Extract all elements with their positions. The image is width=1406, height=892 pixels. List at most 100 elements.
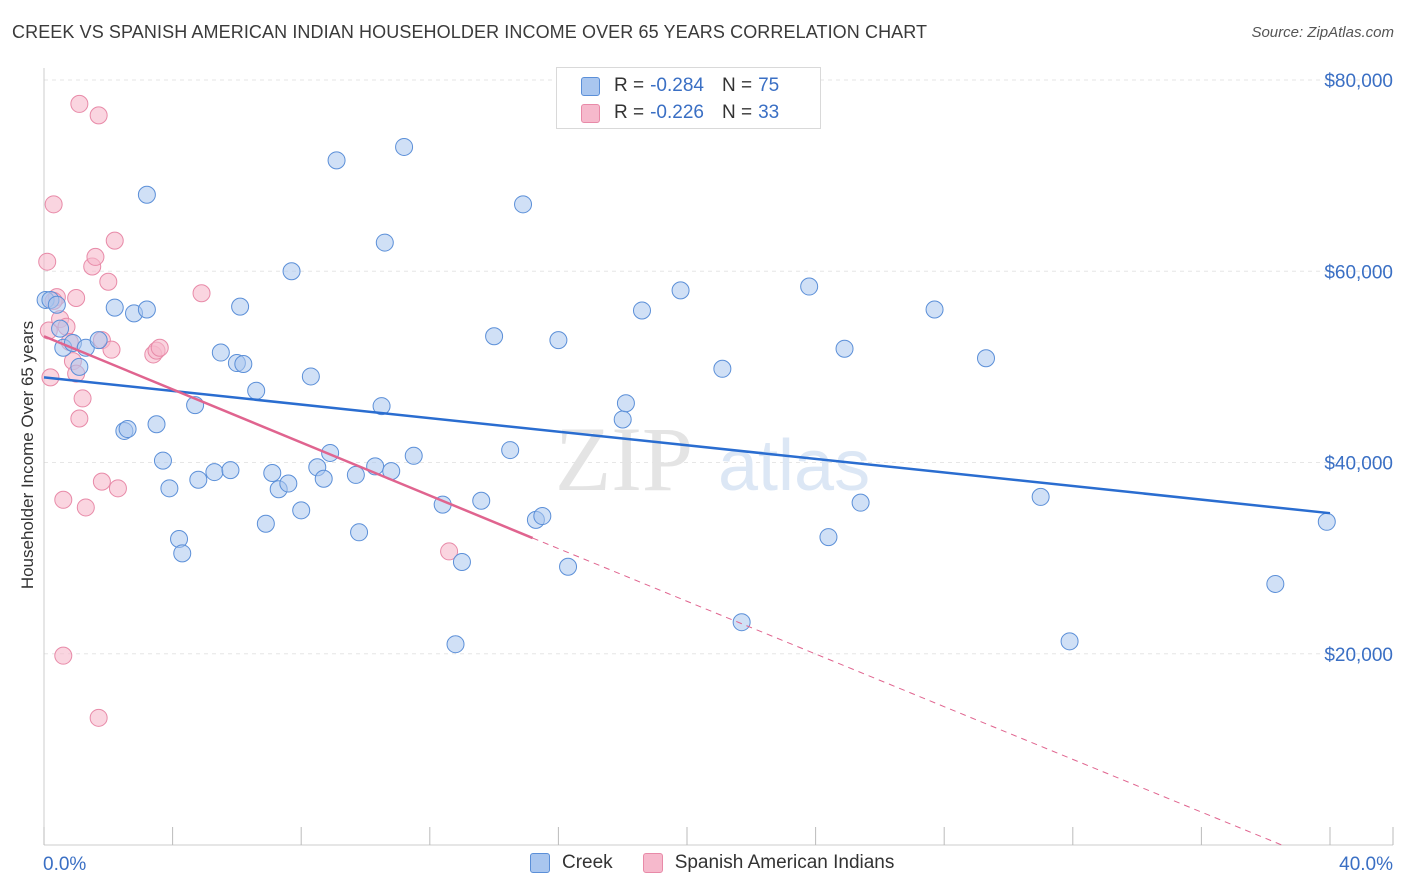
creek-point: [485, 327, 504, 346]
spanish-point: [54, 490, 73, 509]
x-tick-label-min: 0.0%: [43, 854, 86, 875]
creek-point: [452, 552, 471, 571]
creek-point: [160, 479, 179, 498]
spanish-point: [105, 231, 124, 250]
creek-point: [533, 507, 552, 526]
legend-item-spanish[interactable]: Spanish American Indians: [642, 852, 895, 874]
creek-point: [350, 523, 369, 542]
creek-point: [713, 359, 732, 378]
chart-title: CREEK VS SPANISH AMERICAN INDIAN HOUSEHO…: [12, 22, 928, 42]
creek-n-label: N =: [721, 75, 753, 96]
creek-point: [137, 185, 156, 204]
creek-point: [105, 298, 124, 317]
legend-row-spanish: R = -0.226 N = 33: [581, 101, 779, 125]
y-tick-label: $40,000: [1324, 454, 1393, 475]
creek-point: [671, 281, 690, 300]
creek-point: [395, 137, 414, 156]
spanish-point: [192, 284, 211, 303]
y-tick-labels: $20,000 $40,000 $60,000 $80,000: [1324, 71, 1393, 666]
creek-point: [613, 410, 632, 429]
creek-point: [247, 381, 266, 400]
legend-item-creek[interactable]: Creek: [530, 852, 613, 874]
creek-point: [819, 528, 838, 547]
creek-points: [36, 137, 1336, 654]
x-tick-label-max: 40.0%: [1339, 854, 1393, 875]
spanish-points: [38, 94, 459, 727]
creek-point: [632, 301, 651, 320]
creek-point: [137, 300, 156, 319]
y-tick-label: $80,000: [1324, 71, 1393, 92]
spanish-point: [44, 195, 63, 214]
trend-lines: [43, 335, 1331, 846]
creek-point: [314, 469, 333, 488]
creek-point: [976, 349, 995, 368]
spanish-point: [440, 542, 459, 561]
creek-point: [1317, 512, 1336, 531]
spanish-point: [70, 94, 89, 113]
creek-point: [118, 420, 137, 439]
spanish-point: [73, 389, 92, 408]
creek-trend-line: [43, 376, 1331, 515]
creek-point: [375, 233, 394, 252]
spanish-legend-label: Spanish American Indians: [674, 852, 895, 873]
creek-point: [616, 394, 635, 413]
spanish-r-label: R =: [614, 102, 645, 123]
creek-r-value: -0.284: [650, 75, 704, 96]
creek-swatch: [581, 76, 600, 96]
spanish-point: [70, 409, 89, 428]
creek-point: [51, 319, 70, 338]
creek-point: [1266, 574, 1285, 593]
creek-point: [800, 277, 819, 296]
spanish-point: [108, 479, 127, 498]
spanish-n-label: N =: [721, 102, 753, 123]
creek-r-label: R =: [614, 75, 645, 96]
spanish-n-value: 33: [758, 102, 780, 123]
creek-point: [851, 493, 870, 512]
creek-point: [231, 297, 250, 316]
spanish-r-value: -0.226: [650, 102, 704, 123]
spanish-trend-extension: [532, 537, 1282, 846]
spanish-point: [86, 247, 105, 266]
spanish-point: [89, 106, 108, 125]
creek-point: [1060, 632, 1079, 651]
creek-legend-swatch: [530, 853, 550, 873]
creek-point: [89, 331, 108, 350]
y-tick-label: $20,000: [1324, 645, 1393, 666]
y-axis-label: Householder Income Over 65 years: [18, 321, 37, 589]
watermark-atlas: atlas: [718, 426, 870, 506]
stats-legend: R = -0.284 N = 75 R = -0.226 N = 33: [556, 67, 821, 129]
spanish-trend-line: [43, 335, 534, 540]
legend-row-creek: R = -0.284 N = 75: [581, 74, 779, 98]
creek-point: [256, 514, 275, 533]
creek-point: [514, 195, 533, 214]
creek-point: [446, 635, 465, 654]
creek-point: [234, 355, 253, 374]
creek-point: [372, 397, 391, 416]
y-tick-label: $60,000: [1324, 262, 1393, 283]
creek-point: [47, 295, 66, 314]
creek-point: [501, 441, 520, 460]
creek-point: [147, 415, 166, 434]
spanish-point: [99, 272, 118, 291]
spanish-point: [67, 289, 86, 308]
creek-point: [549, 331, 568, 350]
creek-point: [346, 465, 365, 484]
creek-point: [173, 544, 192, 563]
creek-point: [292, 501, 311, 520]
spanish-point: [92, 472, 111, 491]
spanish-point: [76, 498, 95, 517]
spanish-point: [102, 340, 121, 359]
axes: [43, 68, 1394, 846]
spanish-point: [38, 252, 57, 271]
x-tick-labels: 0.0% 40.0%: [43, 854, 1393, 875]
creek-point: [211, 343, 230, 362]
source-label: Source: ZipAtlas.com: [1251, 24, 1394, 41]
spanish-legend-swatch: [642, 853, 663, 873]
spanish-swatch: [581, 103, 600, 123]
creek-point: [559, 557, 578, 576]
creek-point: [327, 151, 346, 170]
spanish-point: [150, 338, 169, 357]
spanish-point: [89, 708, 108, 727]
creek-point: [205, 463, 224, 482]
